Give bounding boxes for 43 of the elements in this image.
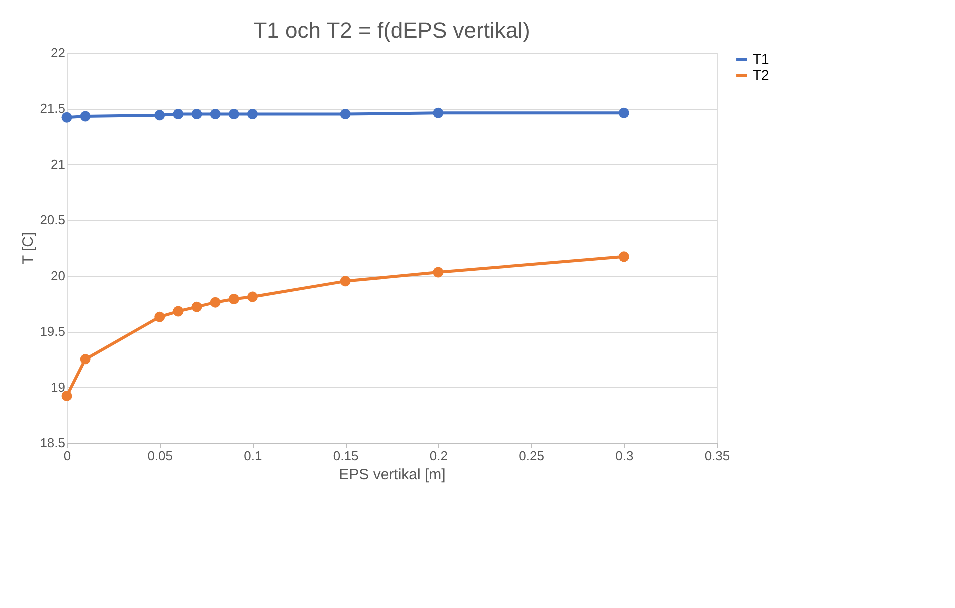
point (433, 108, 444, 118)
point (173, 109, 184, 120)
point (210, 109, 221, 120)
point (62, 390, 72, 402)
y-tick-label: 22 (51, 46, 66, 60)
point (340, 109, 351, 120)
point (192, 109, 202, 120)
x-tick-label: 0.15 (333, 448, 359, 464)
x-tick-label: 0.1 (244, 448, 262, 464)
point (62, 112, 72, 123)
point (340, 276, 351, 287)
point (154, 110, 166, 121)
y-tick-label: 20 (51, 268, 66, 284)
y-tick-label: 21 (51, 156, 66, 172)
point (80, 354, 91, 365)
point (173, 306, 184, 317)
point (247, 292, 258, 302)
x-axis-title: EPS vertikal [m] (339, 466, 446, 484)
point (192, 302, 202, 312)
point (210, 297, 221, 308)
point (433, 267, 444, 278)
point (228, 109, 240, 120)
chart-title: T1 och T2 = f(dEPS vertikal) (254, 18, 530, 43)
point (618, 252, 630, 262)
point (228, 294, 240, 304)
y-tick-label: 21.5 (40, 101, 66, 116)
x-tick-label: 0.3 (616, 448, 634, 464)
y-tick-label: 20.5 (40, 212, 66, 228)
legend-label: T2 (753, 67, 770, 83)
x-tick-label: 0 (64, 448, 72, 464)
legend-label: T1 (753, 51, 770, 67)
point (247, 109, 258, 120)
point (618, 108, 630, 118)
y-tick-label: 19.5 (40, 324, 66, 340)
y-tick-label: 19 (51, 380, 66, 395)
point (80, 111, 91, 122)
y-tick-label: 18.5 (40, 436, 66, 450)
y-axis-title: T [C] (20, 232, 38, 265)
x-tick-label: 0.05 (148, 448, 174, 464)
x-tick-label: 0.35 (704, 448, 730, 464)
x-tick-label: 0.25 (519, 448, 544, 464)
point (154, 312, 166, 322)
x-tick-label: 0.2 (430, 448, 448, 464)
